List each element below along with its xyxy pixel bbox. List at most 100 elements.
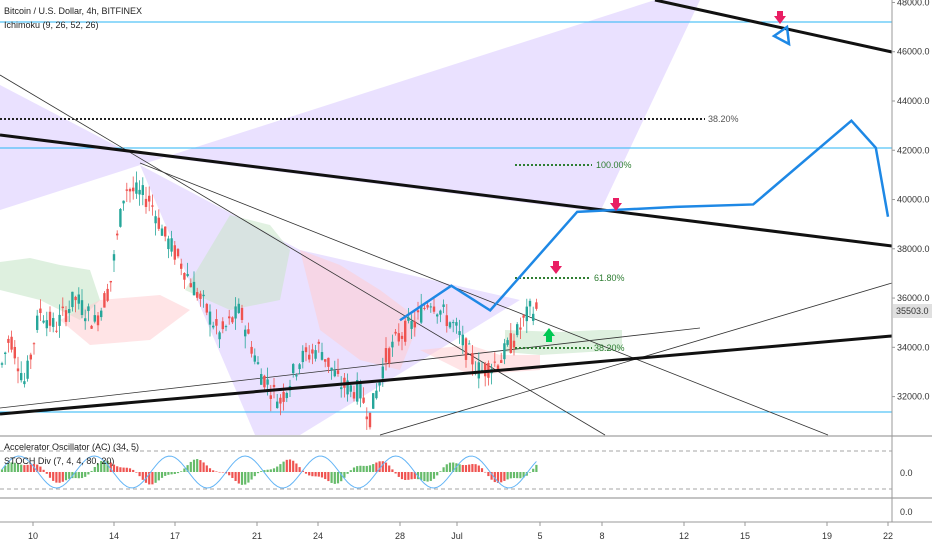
osc-bar (116, 466, 119, 472)
time-axis: 10 14 17 21 24 28 Jul 5 8 12 15 19 22 (28, 522, 893, 541)
osc-bar (420, 472, 423, 481)
osc-bar (52, 472, 55, 481)
osc-bar (208, 468, 212, 472)
arrow-up-icon (543, 328, 555, 342)
osc-bar (279, 464, 282, 472)
osc-bar (480, 468, 484, 472)
candle-body (365, 416, 368, 420)
candle-body (109, 280, 112, 283)
middle-descending-line (0, 133, 893, 248)
osc-bar (429, 472, 432, 481)
candle-body (116, 233, 119, 236)
osc-bar (250, 472, 253, 480)
arrow-down-icon (550, 261, 562, 274)
osc-bar (122, 467, 125, 472)
arrow-down-icon (774, 11, 786, 24)
candle-body (167, 238, 170, 250)
candle-body (26, 360, 29, 379)
x-tick-label: 8 (599, 531, 604, 541)
candle-body (500, 360, 503, 363)
osc-bar (42, 469, 45, 472)
candle-body (388, 348, 391, 364)
candle-body (359, 382, 362, 399)
osc-bar (77, 472, 80, 479)
osc-bar (423, 472, 426, 482)
projection-arrowhead (771, 24, 791, 47)
candle-body (269, 395, 272, 399)
candle-body (394, 331, 397, 334)
osc-bar (112, 464, 116, 472)
osc-bar (68, 472, 71, 479)
osc-bar (215, 471, 218, 472)
osc-bar (157, 472, 160, 481)
cloud-bull-2 (185, 215, 290, 310)
osc-bar (93, 466, 96, 472)
osc-bar (509, 472, 512, 479)
cloud-bear-2 (300, 250, 420, 370)
osc-bar (29, 464, 32, 472)
osc-bar (55, 472, 58, 483)
y-tick-label: 48000.0 (897, 0, 930, 7)
candle-body (464, 338, 468, 360)
candle-body (496, 365, 500, 370)
osc-bar (196, 459, 199, 472)
candle-body (58, 314, 61, 326)
candle-body (336, 370, 340, 374)
osc-bar (365, 465, 368, 472)
osc-bar (295, 463, 298, 472)
osc-bar (132, 469, 135, 472)
osc-bar (4, 465, 7, 472)
candle-body (416, 310, 420, 313)
fib-382-upper-label: 38.20% (708, 114, 739, 124)
candle-body (384, 348, 388, 363)
osc-bar (20, 464, 23, 472)
candle-body (391, 341, 394, 348)
cloud-bull-3 (505, 330, 622, 355)
osc-bar (100, 460, 103, 472)
y-tick-label: 42000.0 (897, 145, 930, 155)
candle-body (314, 350, 317, 359)
osc-bar (301, 470, 304, 472)
candle-body (455, 322, 458, 326)
osc-bar (141, 472, 144, 480)
candle-body (192, 281, 196, 296)
candle-body (522, 315, 525, 318)
osc-bar (173, 472, 176, 474)
candle-body (103, 293, 106, 308)
candle-body (509, 333, 512, 353)
osc-bar (272, 468, 276, 472)
osc-bar (103, 460, 106, 472)
x-tick-label: Jul (451, 531, 463, 541)
osc-bar (458, 464, 461, 472)
osc-bar (74, 472, 77, 479)
candle-body (4, 352, 7, 355)
osc-bar (506, 472, 509, 480)
osc-bar (13, 462, 16, 472)
candle-body (458, 331, 461, 336)
osc-bar (240, 472, 244, 485)
thin-trendlines (0, 74, 893, 436)
x-tick-label: 5 (537, 531, 542, 541)
osc-bar (404, 472, 407, 480)
candle-body (503, 343, 506, 360)
osc-bar (298, 467, 301, 472)
x-tick-label: 12 (679, 531, 689, 541)
candle-body (42, 320, 45, 323)
osc-bar (10, 462, 13, 472)
osc-bar (336, 472, 340, 484)
thin-line-b (139, 162, 829, 436)
candle-body (506, 340, 509, 345)
osc-bar (256, 472, 260, 474)
candle-body (461, 334, 464, 346)
price-axis: 32000.0 34000.0 36000.0 38000.0 40000.0 42000… (892, 0, 930, 402)
candle-body (234, 306, 237, 319)
osc-bar (519, 472, 522, 479)
candle-body (368, 412, 372, 428)
osc-bar (333, 472, 336, 484)
y-tick-label: 34000.0 (897, 342, 930, 352)
osc-bar (71, 472, 74, 479)
candle-body (20, 373, 23, 381)
osc-bar (183, 468, 186, 472)
osc-bar (119, 467, 122, 472)
osc-bar (308, 472, 311, 476)
